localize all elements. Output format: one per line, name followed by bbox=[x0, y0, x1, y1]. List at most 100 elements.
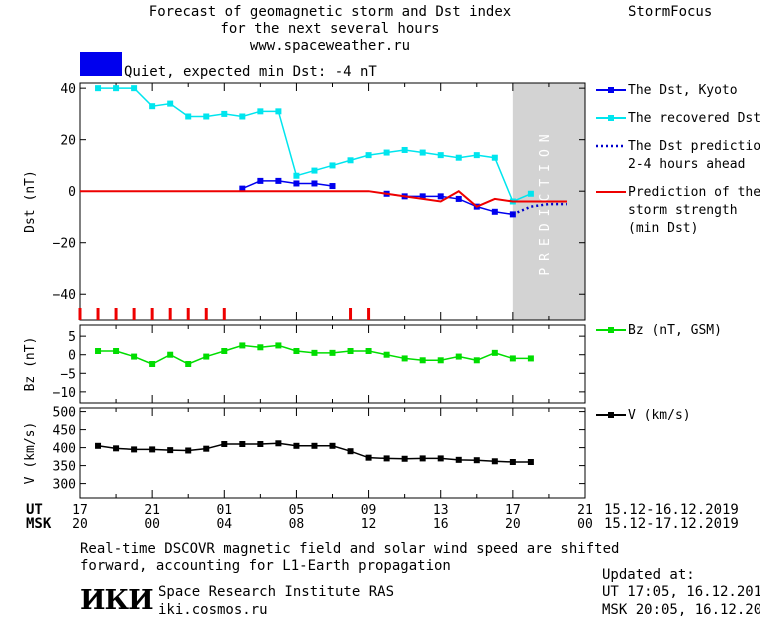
data-point bbox=[95, 442, 102, 449]
data-point bbox=[311, 167, 318, 174]
data-point bbox=[401, 146, 408, 153]
data-point bbox=[239, 441, 246, 447]
ut-tick-label: 05 bbox=[289, 503, 305, 518]
legend-label: The Dst, Kyoto bbox=[628, 83, 738, 98]
plot-frame bbox=[79, 324, 586, 404]
legend-label: (min Dst) bbox=[628, 221, 698, 236]
data-point bbox=[527, 459, 534, 465]
data-point bbox=[149, 361, 156, 367]
data-point bbox=[311, 180, 318, 187]
data-point bbox=[203, 445, 210, 452]
data-point bbox=[419, 149, 426, 156]
y-tick-label: 500 bbox=[53, 406, 76, 421]
data-point bbox=[275, 108, 282, 115]
data-point bbox=[347, 157, 354, 164]
msk-tick-label: 12 bbox=[361, 517, 377, 532]
data-point bbox=[455, 195, 462, 202]
series-line bbox=[80, 189, 567, 208]
data-point bbox=[257, 108, 264, 115]
y-axis-label: Dst (nT) bbox=[23, 170, 38, 233]
data-point bbox=[473, 152, 480, 159]
y-tick-label: −20 bbox=[53, 237, 76, 252]
footer-note-line2: forward, accounting for L1-Earth propaga… bbox=[80, 558, 451, 574]
msk-tick-label: 20 bbox=[505, 517, 521, 532]
data-point bbox=[491, 458, 498, 465]
data-point bbox=[527, 190, 534, 197]
y-tick-label: −40 bbox=[53, 288, 76, 303]
chart-subtitle: for the next several hours bbox=[220, 21, 440, 37]
data-point bbox=[221, 110, 228, 117]
institute-url[interactable]: iki.cosmos.ru bbox=[158, 602, 268, 618]
data-point bbox=[491, 154, 498, 161]
ut-tick-label: 09 bbox=[361, 503, 377, 518]
data-point bbox=[347, 448, 354, 455]
data-point bbox=[419, 357, 426, 364]
y-tick-label: 5 bbox=[68, 330, 76, 345]
data-point bbox=[365, 152, 372, 159]
data-point bbox=[311, 442, 318, 449]
data-point bbox=[167, 100, 174, 107]
msk-tick-label: 00 bbox=[144, 517, 160, 532]
data-point bbox=[239, 185, 246, 192]
data-point bbox=[455, 353, 462, 360]
data-point bbox=[329, 442, 336, 449]
data-point bbox=[113, 445, 120, 452]
msk-tick-label: 20 bbox=[72, 517, 88, 532]
ut-tick-label: 01 bbox=[216, 503, 232, 518]
y-tick-label: 450 bbox=[53, 424, 76, 439]
data-point bbox=[113, 85, 120, 92]
legend-label: 2-4 hours ahead bbox=[628, 157, 745, 172]
data-point bbox=[149, 446, 156, 453]
y-tick-label: 40 bbox=[60, 82, 76, 97]
data-point bbox=[257, 441, 264, 447]
data-point bbox=[293, 172, 300, 179]
data-point bbox=[221, 348, 228, 354]
data-point bbox=[239, 342, 246, 349]
msk-date-range: 15.12-17.12.2019 bbox=[604, 516, 739, 532]
y-tick-label: 300 bbox=[53, 478, 76, 493]
legend-swatch-marker bbox=[608, 87, 614, 93]
data-point bbox=[509, 459, 516, 465]
msk-label: MSK bbox=[26, 516, 52, 532]
data-point bbox=[257, 344, 264, 351]
ut-tick-label: 17 bbox=[72, 503, 88, 518]
data-point bbox=[437, 455, 444, 462]
y-tick-label: 0 bbox=[68, 185, 76, 200]
y-tick-label: −5 bbox=[60, 367, 76, 382]
data-point bbox=[257, 177, 264, 184]
series-line bbox=[512, 202, 567, 216]
legend-label: V (km/s) bbox=[628, 408, 691, 423]
y-tick-label: 350 bbox=[53, 460, 76, 475]
msk-tick-label: 08 bbox=[289, 517, 305, 532]
legend-label: The recovered Dst bbox=[628, 111, 760, 126]
data-point bbox=[329, 349, 336, 356]
data-point bbox=[203, 113, 210, 120]
data-point bbox=[167, 447, 174, 454]
data-point bbox=[329, 183, 336, 190]
institute-name: Space Research Institute RAS bbox=[158, 584, 395, 600]
y-axis-label: Bz (nT) bbox=[23, 337, 38, 392]
data-point bbox=[131, 446, 138, 453]
status-color-box bbox=[80, 52, 122, 76]
data-point bbox=[131, 353, 138, 360]
data-point bbox=[437, 357, 444, 364]
msk-tick-label: 00 bbox=[577, 517, 593, 532]
data-point bbox=[509, 355, 516, 362]
data-point bbox=[383, 351, 390, 358]
legend-label: The Dst prediction bbox=[628, 139, 760, 154]
data-point bbox=[401, 455, 408, 462]
site-link[interactable]: www.spaceweather.ru bbox=[249, 38, 411, 54]
data-point bbox=[491, 349, 498, 356]
data-point bbox=[149, 103, 156, 110]
data-point bbox=[473, 357, 480, 364]
data-point bbox=[365, 454, 372, 461]
data-point bbox=[293, 180, 300, 187]
data-point bbox=[419, 193, 426, 200]
data-point bbox=[131, 85, 138, 92]
data-point bbox=[167, 351, 174, 358]
data-point bbox=[419, 455, 426, 462]
data-point bbox=[329, 162, 336, 169]
data-point bbox=[275, 177, 282, 184]
status-text: Quiet, expected min Dst: -4 nT bbox=[124, 64, 377, 80]
